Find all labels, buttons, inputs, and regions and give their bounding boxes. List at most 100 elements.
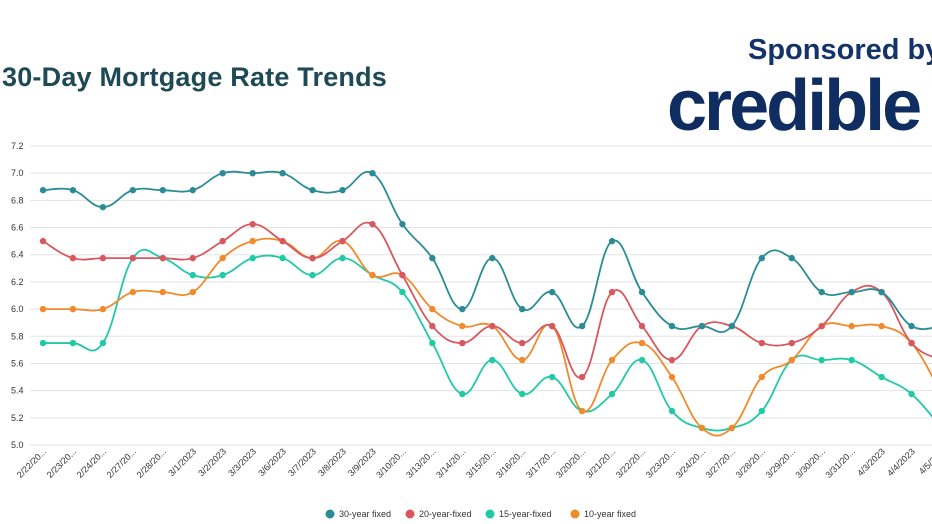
data-point[interactable] — [578, 322, 586, 330]
data-point[interactable] — [728, 322, 736, 330]
data-point[interactable] — [848, 356, 855, 364]
data-point[interactable] — [279, 254, 286, 262]
data-point[interactable] — [908, 322, 915, 330]
data-point[interactable] — [668, 373, 676, 381]
data-point[interactable] — [818, 288, 825, 296]
data-point[interactable] — [818, 322, 825, 330]
legend-item[interactable]: 15-year-fixed — [485, 509, 552, 519]
data-point[interactable] — [668, 356, 676, 364]
data-point[interactable] — [698, 322, 706, 330]
data-point[interactable] — [219, 254, 226, 262]
data-point[interactable] — [758, 339, 765, 347]
data-point[interactable] — [429, 305, 436, 313]
data-point[interactable] — [189, 186, 196, 194]
data-point[interactable] — [489, 356, 496, 364]
data-point[interactable] — [519, 390, 526, 398]
data-point[interactable] — [69, 339, 77, 347]
data-point[interactable] — [429, 254, 436, 262]
data-point[interactable] — [339, 186, 346, 194]
data-point[interactable] — [429, 322, 436, 330]
data-point[interactable] — [99, 254, 107, 262]
data-point[interactable] — [249, 220, 256, 228]
data-point[interactable] — [878, 373, 885, 381]
data-point[interactable] — [279, 169, 286, 177]
data-point[interactable] — [189, 254, 196, 262]
data-point[interactable] — [159, 288, 166, 296]
data-point[interactable] — [698, 424, 706, 432]
data-point[interactable] — [608, 390, 616, 398]
data-point[interactable] — [578, 373, 586, 381]
data-point[interactable] — [519, 305, 526, 313]
data-point[interactable] — [519, 339, 526, 347]
data-point[interactable] — [459, 305, 466, 313]
data-point[interactable] — [309, 186, 316, 194]
data-point[interactable] — [459, 390, 466, 398]
data-point[interactable] — [578, 407, 586, 415]
data-point[interactable] — [848, 288, 855, 296]
data-point[interactable] — [159, 254, 166, 262]
data-point[interactable] — [369, 220, 376, 228]
data-point[interactable] — [399, 271, 406, 279]
data-point[interactable] — [489, 254, 496, 262]
data-point[interactable] — [638, 356, 646, 364]
data-point[interactable] — [758, 373, 765, 381]
data-point[interactable] — [99, 339, 107, 347]
legend[interactable]: 30-year fixed 20-year-fixed 15-year-fixed 1… — [325, 509, 637, 519]
data-point[interactable] — [249, 169, 256, 177]
data-point[interactable] — [878, 322, 885, 330]
legend-item[interactable]: 10-year fixed — [570, 509, 637, 519]
data-point[interactable] — [638, 288, 646, 296]
data-point[interactable] — [908, 339, 915, 347]
legend-item[interactable]: 30-year fixed — [325, 509, 392, 519]
legend-item[interactable]: 20-year-fixed — [405, 509, 472, 519]
data-point[interactable] — [638, 339, 646, 347]
data-point[interactable] — [788, 254, 795, 262]
data-point[interactable] — [69, 305, 77, 313]
data-point[interactable] — [99, 203, 107, 211]
data-point[interactable] — [429, 339, 436, 347]
data-point[interactable] — [39, 339, 47, 347]
data-point[interactable] — [788, 339, 795, 347]
data-point[interactable] — [339, 237, 346, 245]
data-point[interactable] — [848, 322, 855, 330]
data-point[interactable] — [69, 186, 77, 194]
data-point[interactable] — [638, 322, 646, 330]
data-point[interactable] — [159, 186, 166, 194]
data-point[interactable] — [249, 254, 256, 262]
data-point[interactable] — [519, 356, 526, 364]
data-point[interactable] — [608, 356, 616, 364]
data-point[interactable] — [219, 237, 226, 245]
data-point[interactable] — [758, 254, 765, 262]
data-point[interactable] — [369, 271, 376, 279]
data-point[interactable] — [219, 169, 226, 177]
data-point[interactable] — [399, 220, 406, 228]
data-point[interactable] — [548, 322, 556, 330]
data-point[interactable] — [129, 288, 137, 296]
data-point[interactable] — [668, 322, 676, 330]
data-point[interactable] — [459, 339, 466, 347]
data-point[interactable] — [608, 288, 616, 296]
data-point[interactable] — [69, 254, 77, 262]
data-point[interactable] — [39, 305, 47, 313]
data-point[interactable] — [758, 407, 765, 415]
data-point[interactable] — [309, 271, 316, 279]
data-point[interactable] — [39, 237, 47, 245]
data-point[interactable] — [189, 271, 196, 279]
data-point[interactable] — [339, 254, 346, 262]
data-point[interactable] — [39, 186, 47, 194]
data-point[interactable] — [249, 237, 256, 245]
data-point[interactable] — [129, 254, 137, 262]
data-point[interactable] — [369, 169, 376, 177]
data-point[interactable] — [728, 424, 736, 432]
data-point[interactable] — [99, 305, 107, 313]
data-point[interactable] — [189, 288, 196, 296]
data-point[interactable] — [548, 288, 556, 296]
data-point[interactable] — [489, 322, 496, 330]
data-point[interactable] — [309, 254, 316, 262]
data-point[interactable] — [908, 390, 915, 398]
data-point[interactable] — [129, 186, 137, 194]
data-point[interactable] — [219, 271, 226, 279]
data-point[interactable] — [399, 288, 406, 296]
data-point[interactable] — [608, 237, 616, 245]
data-point[interactable] — [459, 322, 466, 330]
